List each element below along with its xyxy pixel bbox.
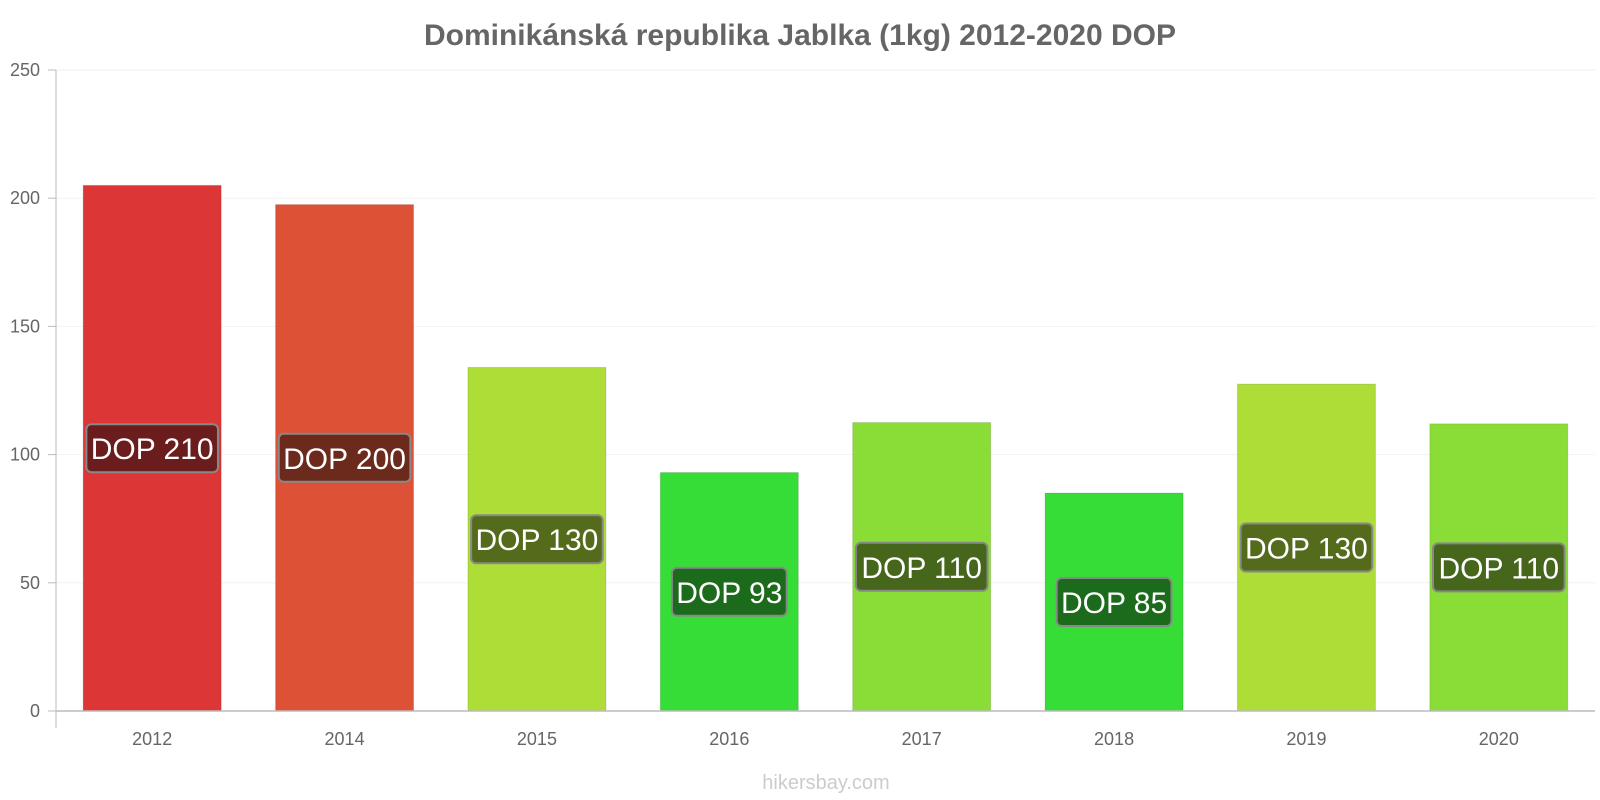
data-label: DOP 85 [1061,587,1167,620]
data-label-box [1055,577,1173,628]
y-tick-label: 250 [10,60,40,80]
data-label-box [1432,542,1566,593]
data-label: DOP 200 [283,443,406,476]
x-tick-label: 2016 [709,729,749,749]
data-label: DOP 130 [1245,533,1368,566]
x-tick-label: 2015 [517,729,557,749]
y-tick-label: 200 [10,188,40,208]
data-label: DOP 110 [861,552,982,585]
x-tick-label: 2019 [1286,729,1326,749]
data-label-box [670,566,788,617]
data-label: DOP 210 [91,433,214,466]
data-label-box [470,514,604,565]
data-label-box [85,423,219,474]
data-label-box [1239,522,1374,573]
data-labels: DOP 210 DOP 200 DOP 130 DOP 93 DOP 110 DOP 85… [85,423,1566,628]
axes: 0 50 100 150 200 250 2012 2014 2015 2016 2017 2018 2… [10,60,1595,749]
data-label: DOP 130 [476,524,599,557]
y-tick-label: 0 [30,701,40,721]
x-tick-label: 2017 [902,729,942,749]
x-tick-label: 2012 [132,729,172,749]
data-label: DOP 93 [676,577,782,610]
chart-title: Dominikánská republika Jablka (1kg) 2012… [424,19,1176,52]
x-tick-label: 2014 [325,729,365,749]
x-tick-label: 2018 [1094,729,1134,749]
data-label: DOP 110 [1438,552,1559,585]
data-label-box [277,432,412,483]
y-tick-label: 50 [20,573,40,593]
credit-text: hikersbay.com [762,772,889,794]
y-tick-label: 100 [10,445,40,465]
y-tick-label: 150 [10,316,40,336]
x-tick-label: 2020 [1479,729,1519,749]
data-label-box [854,541,989,592]
